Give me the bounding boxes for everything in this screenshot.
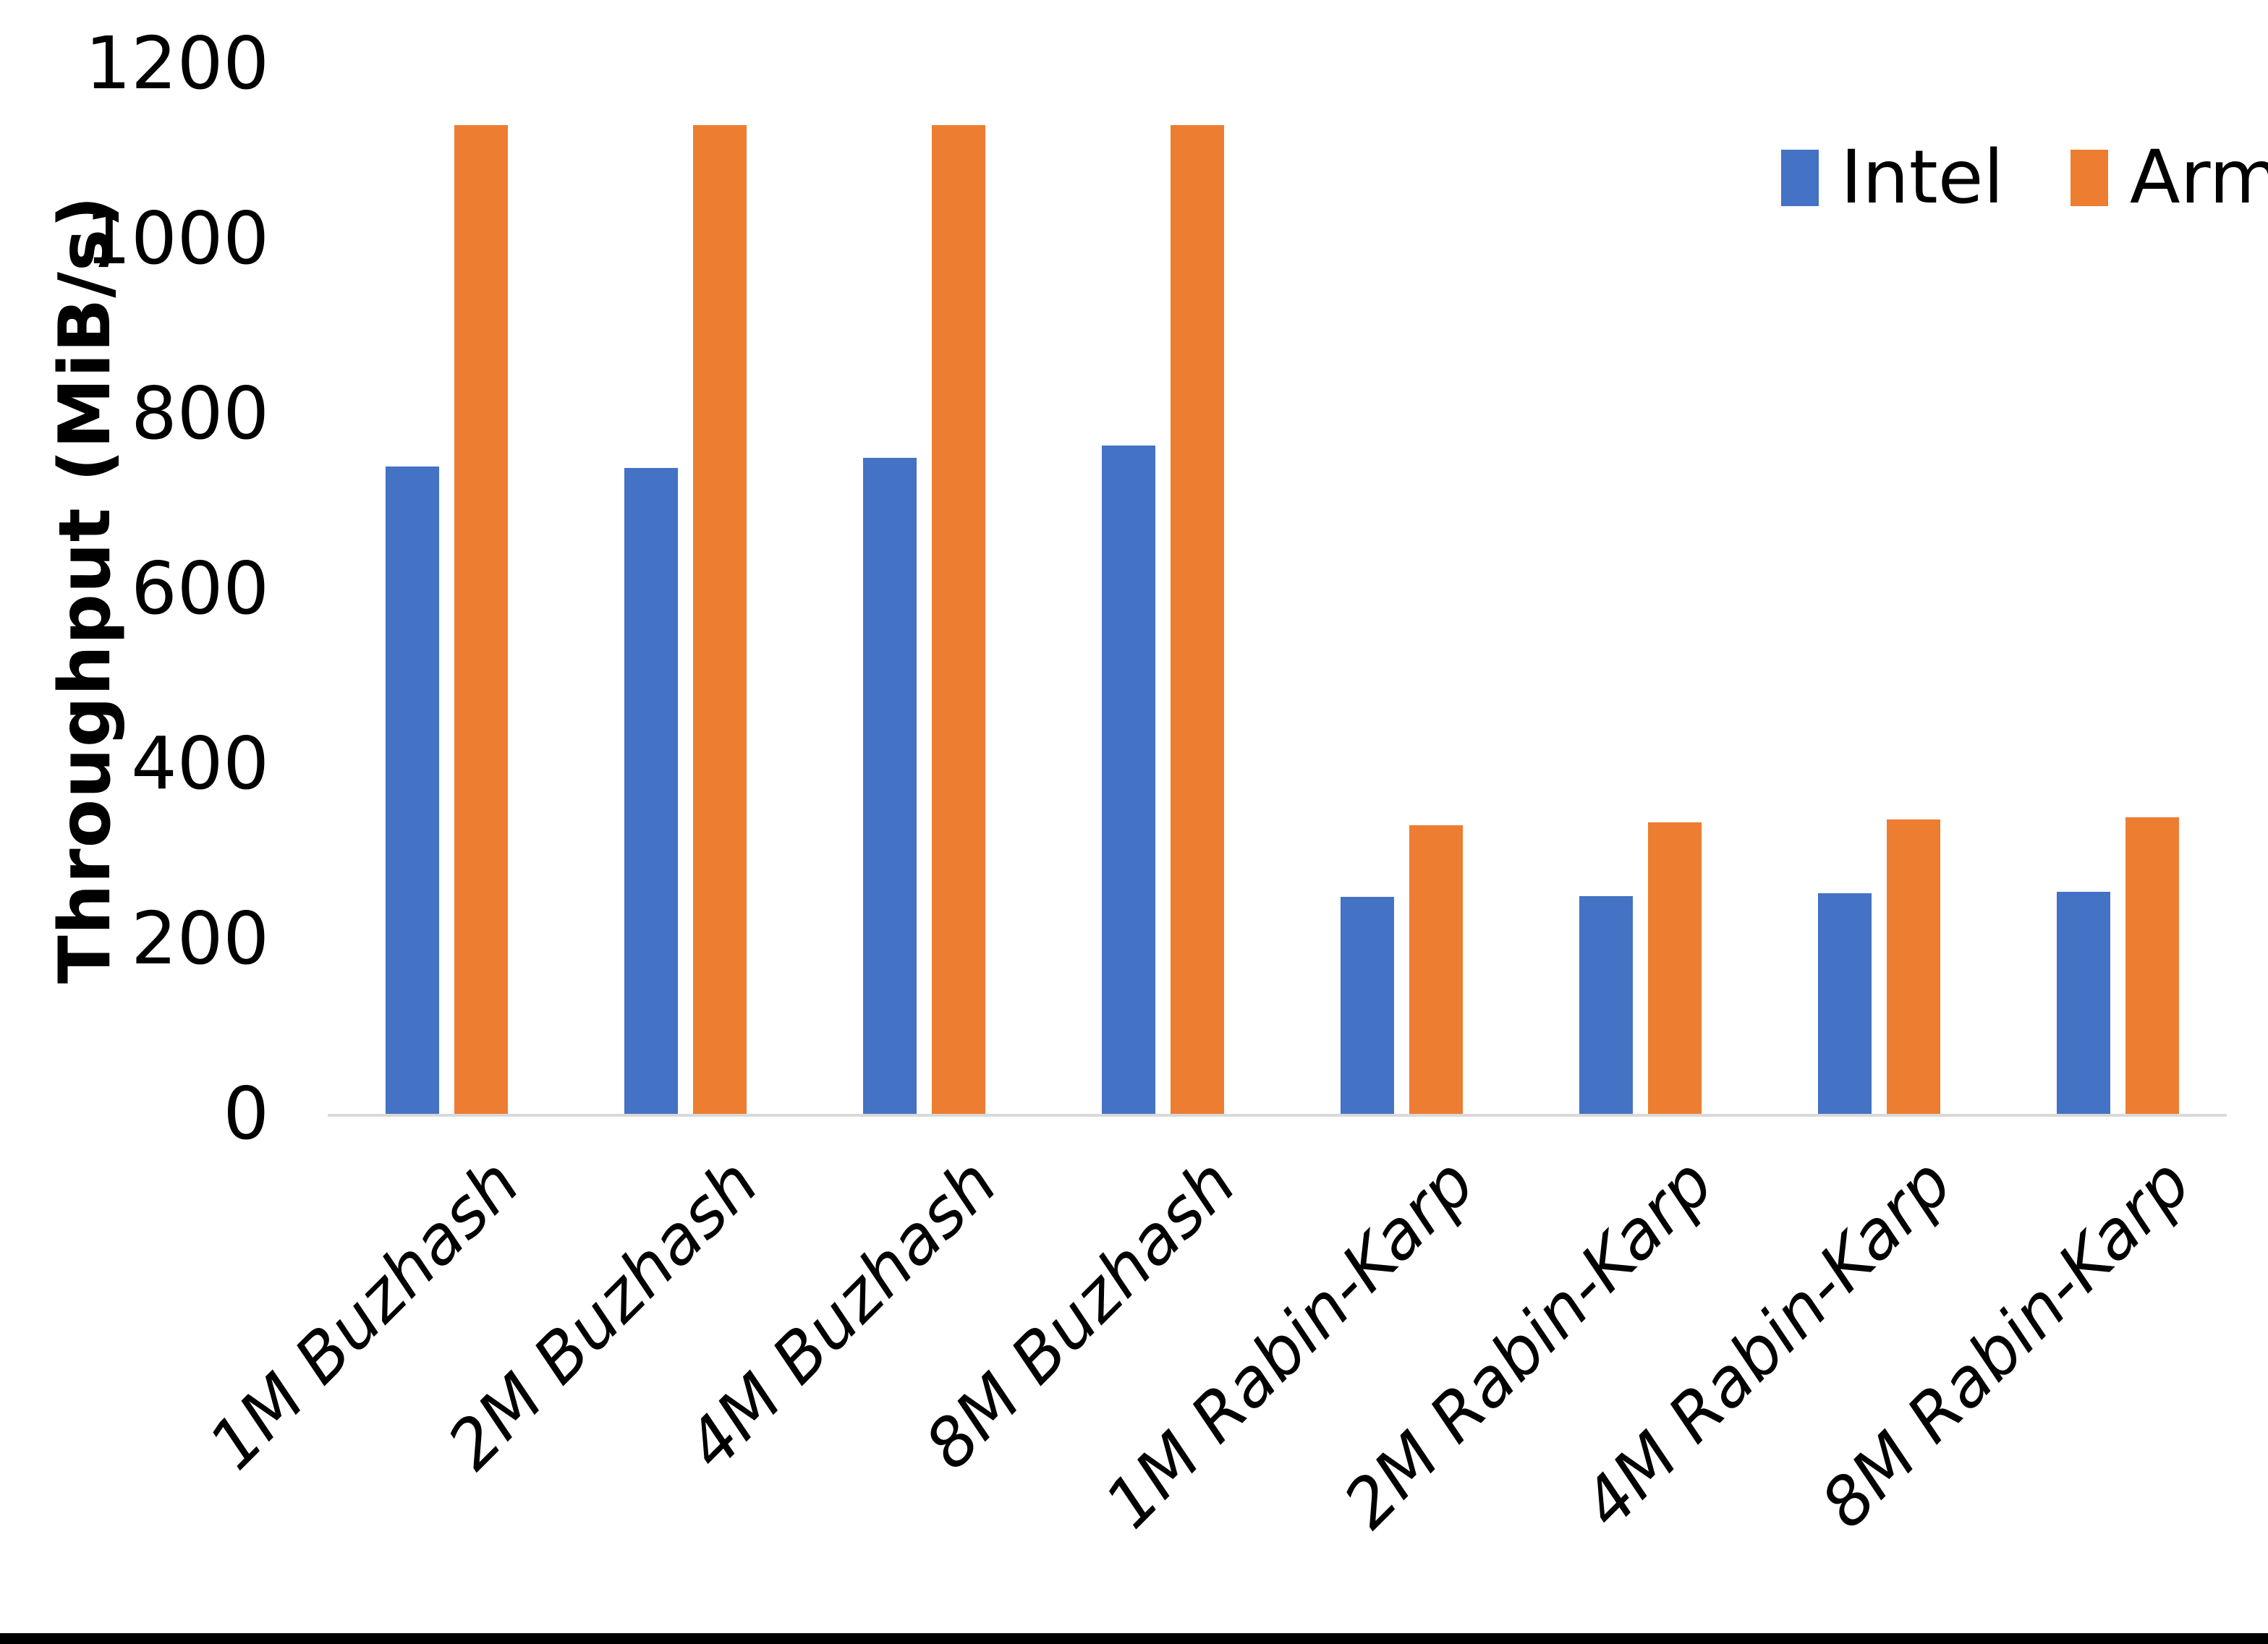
bar-arm-4m-buzhash — [932, 124, 985, 1114]
bar-intel-8m-buzhash — [1102, 445, 1155, 1114]
page-bottom-border — [0, 1633, 2268, 1644]
legend-item-arm: Arm — [2070, 135, 2268, 221]
x-axis-line — [328, 1114, 2227, 1117]
y-tick-label-600: 600 — [131, 546, 269, 631]
legend-label-intel: Intel — [1840, 135, 2004, 221]
intel-series-swatch — [1781, 149, 1819, 206]
bar-arm-1m-buzhash — [454, 124, 508, 1114]
y-tick-label-0: 0 — [223, 1071, 269, 1156]
legend: Intel Arm — [1781, 135, 2268, 221]
bar-intel-1m-buzhash — [386, 466, 439, 1114]
bar-intel-8m-rabin-karp — [2057, 891, 2110, 1114]
y-tick-label-800: 800 — [131, 371, 269, 456]
bar-intel-2m-buzhash — [624, 468, 678, 1114]
bar-arm-4m-rabin-karp — [1887, 819, 1940, 1114]
y-tick-label-200: 200 — [131, 896, 269, 981]
legend-item-intel: Intel — [1781, 135, 2004, 221]
bar-arm-1m-rabin-karp — [1409, 825, 1463, 1114]
y-tick-label-400: 400 — [131, 721, 269, 806]
bar-intel-1m-rabin-karp — [1341, 896, 1394, 1114]
y-tick-label-1200: 1200 — [85, 21, 270, 106]
y-axis-tick-labels: 0 200 400 600 800 1000 1200 — [0, 0, 270, 1644]
bar-arm-2m-buzhash — [693, 124, 747, 1114]
bar-arm-2m-rabin-karp — [1648, 822, 1702, 1114]
bar-arm-8m-rabin-karp — [2125, 817, 2179, 1114]
arm-series-swatch — [2070, 149, 2108, 206]
legend-label-arm: Arm — [2129, 135, 2268, 221]
y-tick-label-1000: 1000 — [85, 196, 270, 281]
bar-intel-4m-buzhash — [863, 457, 917, 1114]
bar-intel-2m-rabin-karp — [1579, 895, 1633, 1114]
bar-arm-8m-buzhash — [1171, 124, 1224, 1114]
bar-intel-4m-rabin-karp — [1818, 893, 1872, 1114]
